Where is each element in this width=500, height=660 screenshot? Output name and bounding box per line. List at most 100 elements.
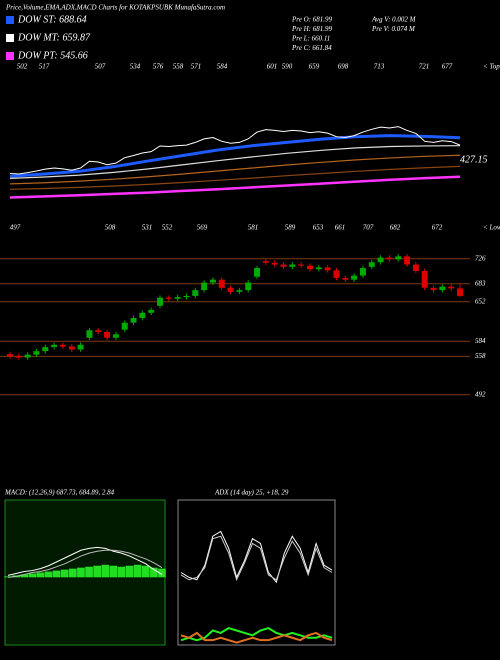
panel-title: ADX (14 day) 25, +18, 29 [214, 489, 289, 497]
candle-body [24, 354, 31, 358]
candle-body [218, 279, 225, 288]
histogram-bar [44, 571, 53, 578]
candle-body [33, 351, 40, 355]
top-label: 713 [374, 63, 385, 71]
candle-body [130, 318, 137, 323]
candle-body [227, 287, 234, 292]
candle-body [333, 270, 340, 278]
top-label: 502 [17, 63, 28, 71]
candle-body [430, 287, 437, 291]
indicator-line [180, 535, 333, 582]
histogram-bar [36, 572, 45, 578]
top-label: 698 [338, 63, 349, 71]
candle-body [439, 286, 446, 291]
low-label: 682 [390, 224, 401, 232]
candle-body [59, 344, 66, 347]
candle-body [307, 265, 313, 270]
low-label: 497 [10, 224, 21, 232]
low-label: 569 [197, 224, 208, 232]
histogram-bar [133, 564, 142, 578]
candle-body [174, 297, 181, 299]
histogram-bar [141, 565, 150, 578]
candle-body [192, 290, 199, 296]
histogram-bar [125, 565, 134, 578]
low-label: 581 [248, 224, 259, 232]
low-label: 707 [363, 224, 374, 232]
candle-body [386, 257, 393, 260]
low-label: 653 [313, 224, 324, 232]
candle-body [121, 322, 128, 330]
top-label: 659 [309, 63, 320, 71]
top-label: 571 [191, 63, 202, 71]
candle-body [262, 261, 269, 263]
top-label: 507 [95, 63, 106, 71]
histogram-bar [52, 570, 61, 578]
histogram-bar [101, 564, 110, 578]
histogram-bar [93, 565, 102, 578]
candle-body [165, 297, 172, 299]
top-label: 677 [442, 63, 453, 71]
top-label: 576 [153, 63, 164, 71]
low-label: 552 [162, 224, 173, 232]
y-tick-label: 726 [475, 254, 486, 262]
candle-body [51, 344, 58, 348]
info-text: Pre C: 661.84 [291, 44, 332, 52]
legend-swatch [6, 52, 14, 60]
ema-line [9, 154, 461, 185]
info-text: Pre L: 660.11 [291, 35, 330, 43]
candle-body [254, 268, 261, 277]
price-line [9, 126, 461, 175]
candle-body [183, 295, 190, 298]
candle-body [457, 288, 463, 296]
legend-swatch [6, 34, 14, 42]
candle-body [104, 331, 111, 338]
candle-body [351, 275, 358, 280]
candle-body [412, 264, 419, 271]
candle-body [7, 354, 13, 357]
legend-entry: DOW PT: 545.66 [17, 50, 88, 61]
ema-line [9, 165, 461, 190]
info-text: Pre V: 0.074 M [371, 25, 416, 33]
indicator-line [7, 546, 163, 576]
candle-body [77, 344, 84, 350]
y-tick-label: 652 [475, 297, 486, 305]
low-label: 672 [432, 224, 443, 232]
lows-label: < Lows [483, 224, 500, 232]
low-label: 531 [142, 224, 153, 232]
candle-body [448, 286, 455, 289]
histogram-bar [20, 574, 29, 578]
histogram-bar [158, 568, 166, 578]
legend-swatch [6, 16, 14, 24]
candle-body [148, 309, 155, 313]
histogram-bar [28, 573, 37, 578]
y-tick-label: 558 [475, 352, 486, 360]
candle-body [68, 346, 75, 350]
top-label: 534 [130, 63, 141, 71]
candle-body [201, 282, 208, 291]
histogram-bar [85, 566, 93, 578]
legend-entry: DOW ST: 688.64 [17, 14, 87, 25]
annotation: 427.15 [460, 154, 488, 165]
candle-body [271, 262, 278, 265]
ema-line [9, 145, 461, 179]
candle-body [95, 330, 102, 332]
ema-line [9, 134, 461, 178]
candle-body [298, 264, 305, 266]
top-label: 590 [282, 63, 293, 71]
info-text: Pre H: 681.99 [291, 25, 332, 33]
adx-panel [177, 499, 336, 646]
top-label: 721 [419, 63, 430, 71]
panel-title: MACD: (12,26,9) 687.73, 684.89, 2.84 [4, 489, 115, 497]
indicator-line [180, 530, 333, 584]
histogram-bar [68, 568, 77, 578]
low-label: 508 [105, 224, 116, 232]
histogram-bar [109, 565, 118, 578]
y-tick-label: 492 [475, 390, 486, 398]
top-label: 584 [217, 63, 228, 71]
candle-body [112, 334, 119, 338]
candle-body [342, 277, 349, 280]
candle-body [245, 282, 252, 291]
histogram-bar [117, 566, 126, 578]
